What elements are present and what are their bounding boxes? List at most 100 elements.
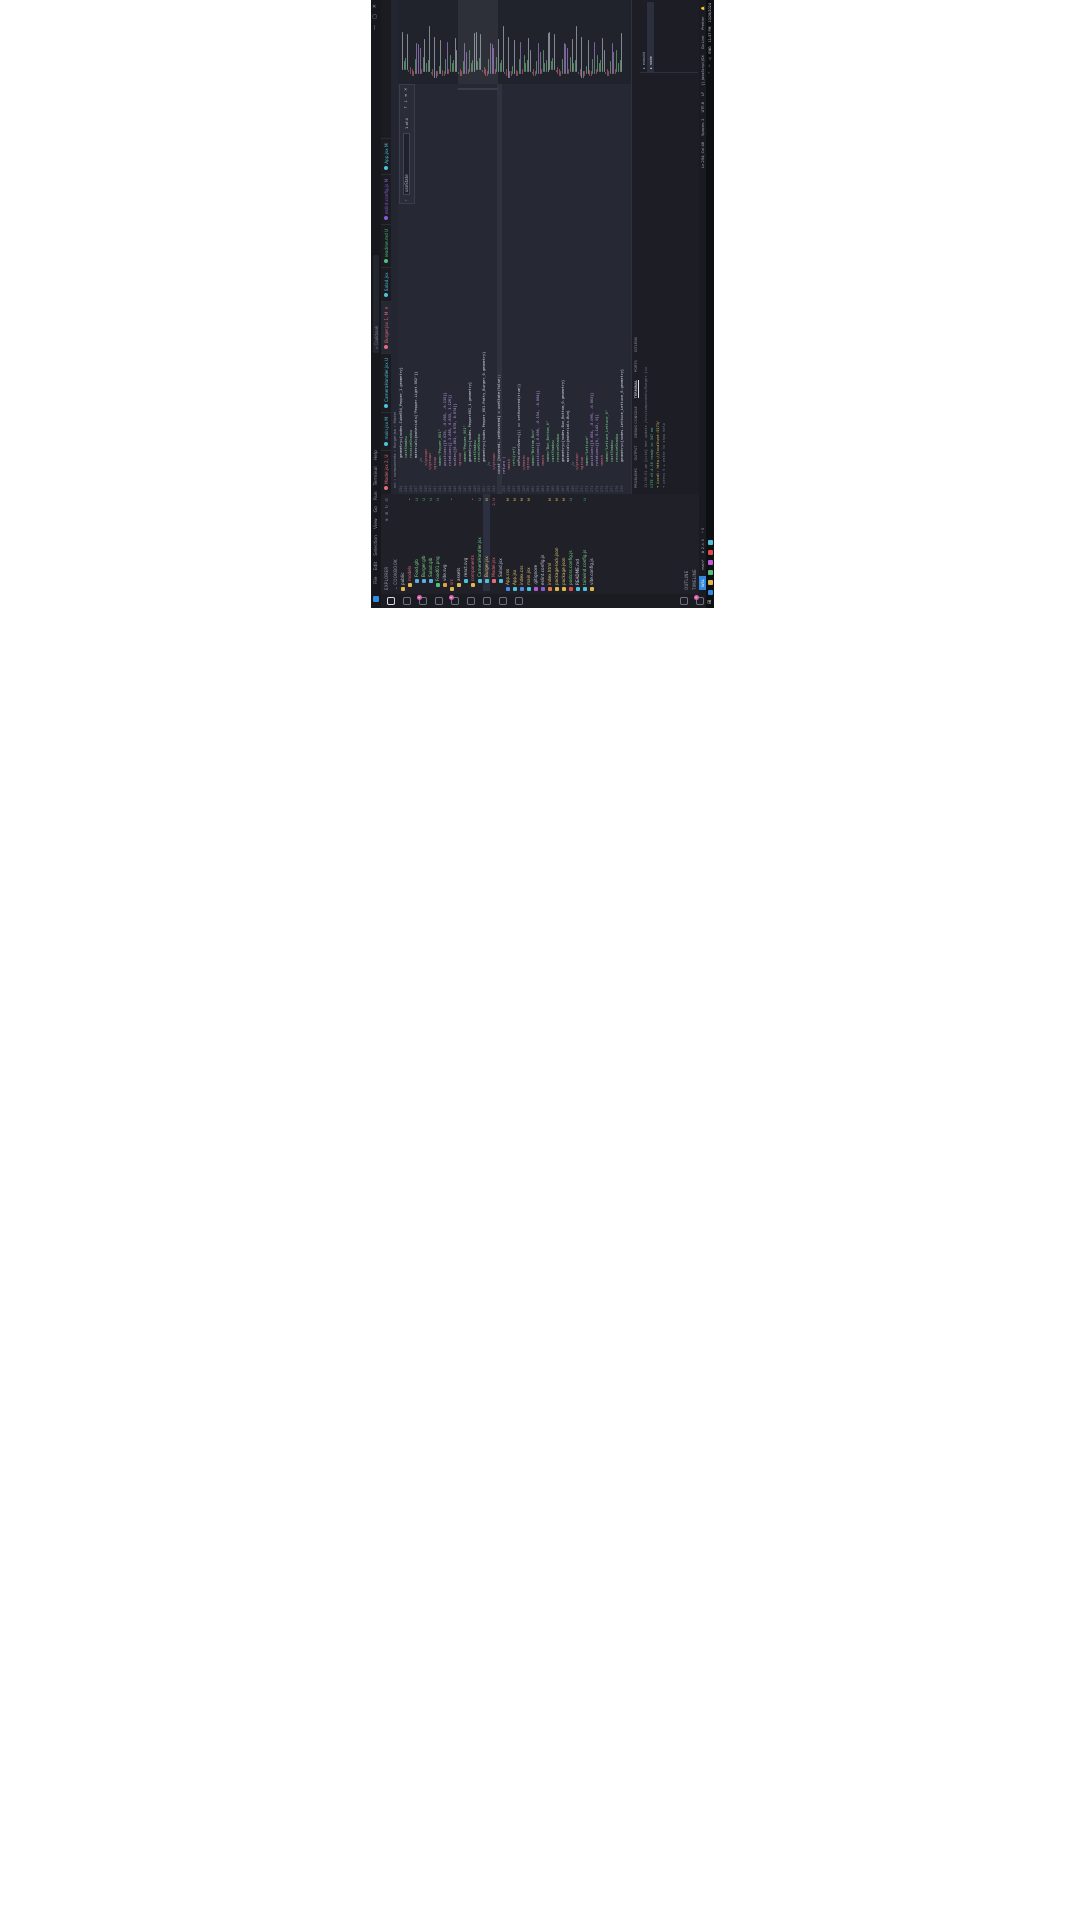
- code-line[interactable]: <group: [526, 457, 531, 470]
- editor-tab[interactable]: Salad.jsx: [381, 267, 391, 302]
- wifi-icon[interactable]: ◠: [708, 64, 712, 68]
- file-tree-item[interactable]: public: [399, 494, 406, 591]
- remote-icon[interactable]: [483, 597, 491, 605]
- taskbar-app-icon[interactable]: [707, 589, 713, 595]
- file-tree-item[interactable]: Burger.glb U: [420, 494, 427, 591]
- file-tree-item[interactable]: Food01.png U: [434, 494, 441, 591]
- code-line[interactable]: />: [570, 461, 575, 466]
- code-line[interactable]: geometry={nodes.Lettuce_Lettuce_0.geomet…: [619, 368, 624, 462]
- start-icon[interactable]: ⊞: [707, 599, 713, 604]
- new-file-icon[interactable]: ⊕: [383, 517, 389, 522]
- status-item[interactable]: ⑂ 0: [700, 527, 705, 534]
- code-line[interactable]: const [hovered, setHovered] = useState(f…: [497, 374, 501, 474]
- code-line[interactable]: ref={ref}: [511, 446, 516, 466]
- remote-indicator[interactable]: WSL: [699, 576, 706, 590]
- file-tree-item[interactable]: components •: [469, 494, 476, 591]
- code-line[interactable]: position={[-0.006, -0.154, -0.004]}: [536, 390, 541, 466]
- file-tree-item[interactable]: index.css M: [518, 494, 525, 591]
- maximize-icon[interactable]: ▢: [372, 14, 378, 19]
- command-center-search[interactable]: ⌕ Cookbook: [373, 255, 379, 353]
- find-input[interactable]: useState: [403, 133, 410, 195]
- run-debug-icon[interactable]: [435, 597, 443, 605]
- code-line[interactable]: rotation={[-3.085, 0.833, 3.129]}: [448, 394, 452, 466]
- workspace-root[interactable]: ⌄ COOKBOOK: [391, 494, 399, 594]
- refresh-icon[interactable]: ↻: [383, 504, 389, 509]
- breadcrumb-item[interactable]: src: [392, 482, 397, 488]
- file-tree-item[interactable]: Burger.jsx M: [483, 494, 490, 591]
- menu-item-help[interactable]: Help: [373, 450, 379, 461]
- minimap[interactable]: [398, 0, 631, 84]
- terminal-output[interactable]: 11:36:51 pm [vite] hmr update /src/compo…: [644, 367, 668, 488]
- panel-tab-terminal[interactable]: TERMINAL: [633, 379, 639, 399]
- file-tree-item[interactable]: package.json M: [560, 494, 567, 591]
- file-tree-item[interactable]: main.jsx M: [525, 494, 532, 591]
- tray-text[interactable]: ENG: [708, 46, 712, 54]
- file-tree-item[interactable]: assets: [455, 494, 462, 591]
- code-line[interactable]: castShadow: [609, 440, 614, 462]
- breadcrumb-item[interactable]: components: [392, 453, 397, 477]
- editor-tab[interactable]: App.jsx M: [381, 138, 391, 174]
- panel-tab-gitlens[interactable]: GITLENS: [634, 336, 638, 353]
- menu-item-go[interactable]: Go: [373, 506, 379, 513]
- source-control-icon[interactable]: 1: [417, 595, 427, 605]
- taskbar-app-icon[interactable]: [707, 539, 713, 545]
- timeline-section[interactable]: TIMELINE: [689, 569, 699, 594]
- settings-icon[interactable]: 1: [694, 595, 704, 605]
- menu-item-run[interactable]: Run: [373, 491, 379, 501]
- code-line[interactable]: <mesh: [541, 455, 546, 466]
- code-line[interactable]: <group: [580, 457, 585, 470]
- code-area[interactable]: geometry={nodes.Cube054_Pepper_1.geometr…: [398, 84, 631, 478]
- status-item[interactable]: LF: [700, 91, 705, 96]
- taskbar-app-icon[interactable]: [707, 569, 713, 575]
- status-item[interactable]: ⊗ 2 ⚠ 0: [700, 539, 705, 554]
- menu-item-edit[interactable]: Edit: [373, 561, 379, 571]
- arrow-down-icon[interactable]: ↓: [403, 99, 408, 103]
- file-tree-item[interactable]: CameraHandler.jsx U: [476, 494, 483, 591]
- file-tree-item[interactable]: README.md: [574, 494, 581, 591]
- code-line[interactable]: name="Lettuce": [585, 435, 590, 466]
- code-line[interactable]: receiveShadow: [555, 433, 560, 462]
- code-line[interactable]: <group: [433, 457, 438, 470]
- file-tree-item[interactable]: eslint.config.js: [539, 494, 546, 591]
- panel-tab-output[interactable]: OUTPUT: [634, 445, 638, 461]
- file-tree-item[interactable]: postcss.config.js U: [567, 494, 574, 591]
- tray-text[interactable]: 10/28/2024: [708, 3, 712, 23]
- file-tree-item[interactable]: App.css M: [504, 494, 511, 591]
- file-tree-item[interactable]: package-lock.json M: [553, 494, 560, 591]
- code-line[interactable]: geometry={nodes.Pepper_001.Patty_Burger_…: [482, 351, 487, 462]
- status-item[interactable]: Ln 254, Col 48: [700, 141, 705, 168]
- file-tree-item[interactable]: vite.config.js: [588, 494, 595, 591]
- code-line[interactable]: </mesh>: [521, 454, 526, 470]
- new-folder-icon[interactable]: ⊞: [383, 511, 389, 515]
- code-line[interactable]: />: [418, 457, 423, 462]
- code-line[interactable]: material={materials['Pepper.Light.002']}: [413, 371, 418, 458]
- taskbar-app-icon[interactable]: [707, 559, 713, 565]
- file-tree-item[interactable]: tailwind.config.js U: [581, 494, 588, 591]
- editor-tab[interactable]: readme.md U: [381, 223, 391, 268]
- code-line[interactable]: </group>: [423, 448, 428, 466]
- code-line[interactable]: <group: [457, 453, 462, 466]
- menu-item-file[interactable]: File: [373, 576, 379, 584]
- code-line[interactable]: geometry={nodes.Pepper001_1.geometry}: [467, 381, 472, 462]
- code-line[interactable]: geometry={nodes.Cube054_Pepper_1.geometr…: [399, 367, 403, 458]
- terminal-instance[interactable]: ▸ esbuild: [640, 2, 647, 72]
- editor-tab[interactable]: Burger.jsx 1, M ✕: [381, 301, 391, 353]
- close-icon[interactable]: ✕: [403, 87, 408, 91]
- arrow-up-icon[interactable]: ↑: [403, 105, 408, 109]
- code-line[interactable]: name="Bottom_Bun": [531, 429, 536, 466]
- code-line[interactable]: geometry={nodes.Bun_Bottom_0.geometry}: [560, 379, 565, 462]
- search-icon[interactable]: [403, 597, 411, 605]
- code-line[interactable]: />: [487, 461, 492, 466]
- code-line[interactable]: castShadow: [403, 436, 408, 458]
- code-line[interactable]: material={materials.Bun}: [565, 410, 570, 462]
- code-line[interactable]: receiveShadow: [408, 429, 413, 458]
- editor-tab[interactable]: CameraHandler.jsx U: [381, 352, 391, 412]
- code-line[interactable]: castShadow: [550, 440, 555, 462]
- editor-tab[interactable]: main.jsx M: [381, 411, 391, 450]
- code-line[interactable]: </group>: [575, 452, 580, 470]
- code-line[interactable]: onPointerOver={() => setHovered(true)}: [516, 383, 521, 466]
- extensions-icon[interactable]: 2: [449, 595, 459, 605]
- menu-item-terminal[interactable]: Terminal: [373, 466, 379, 486]
- code-line[interactable]: name="Pepper_001": [438, 429, 443, 466]
- testing-icon[interactable]: [467, 597, 475, 605]
